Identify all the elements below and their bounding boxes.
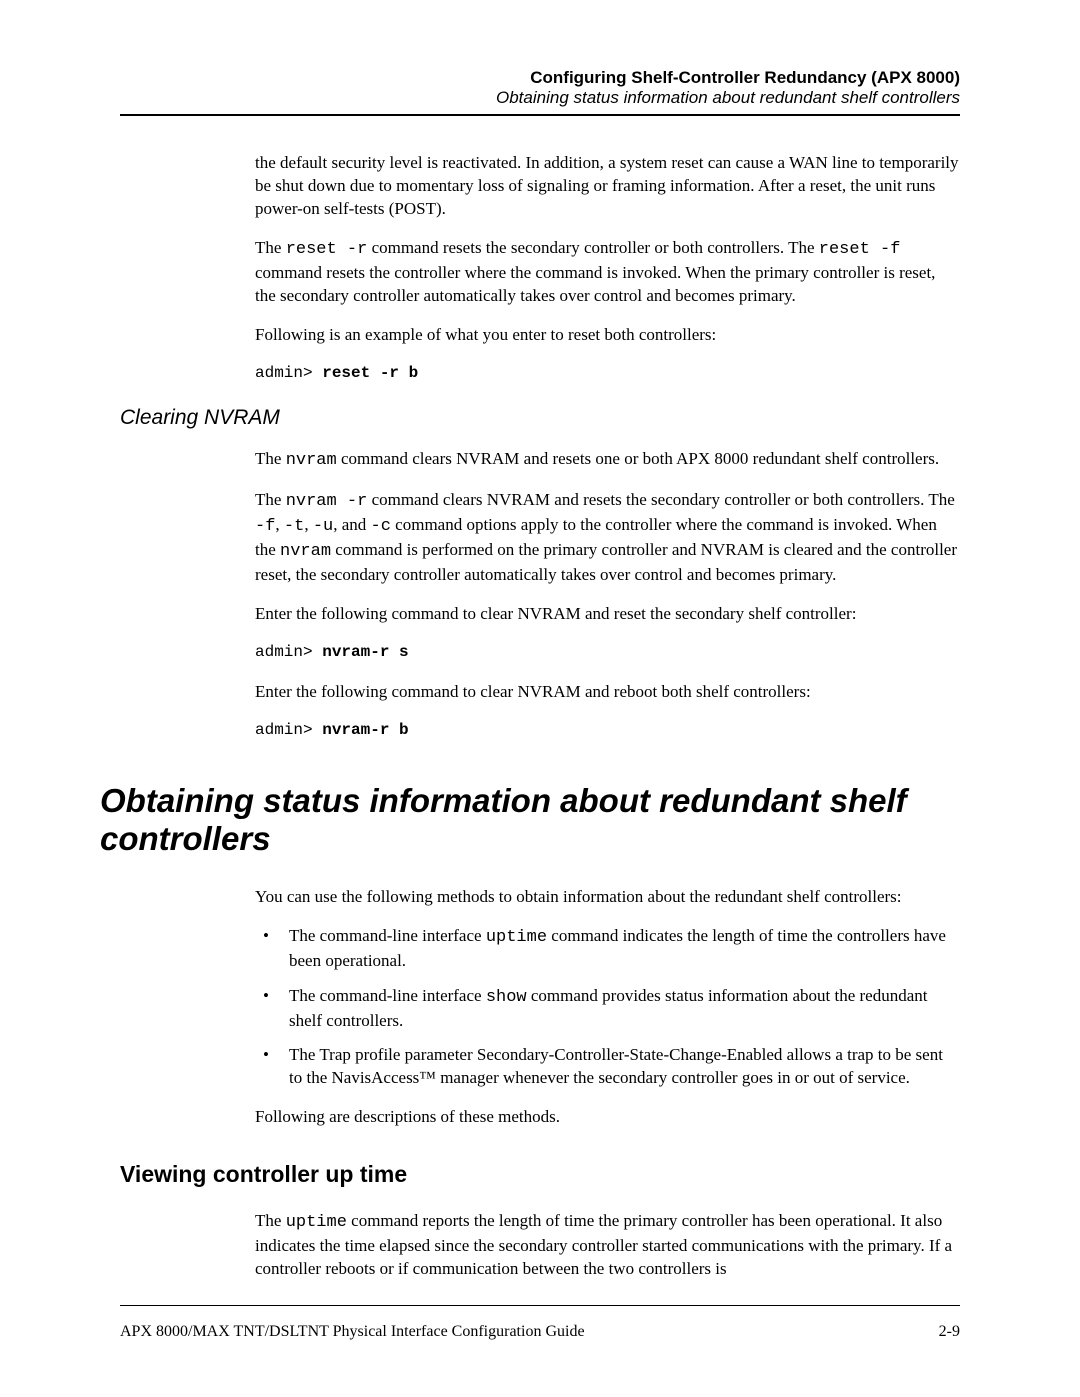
footer-rule xyxy=(120,1305,960,1306)
text: The xyxy=(255,449,286,468)
footer-page-number: 2-9 xyxy=(939,1323,960,1341)
text: , xyxy=(304,515,313,534)
intro-p2: The reset -r command resets the secondar… xyxy=(255,237,960,308)
body-column: The nvram command clears NVRAM and reset… xyxy=(255,448,960,742)
text: The command-line interface xyxy=(289,986,486,1005)
status-outro: Following are descriptions of these meth… xyxy=(255,1106,960,1129)
nvram-p4: Enter the following command to clear NVR… xyxy=(255,681,960,704)
command-line: admin> reset -r b xyxy=(255,363,960,385)
body-column: the default security level is reactivate… xyxy=(255,152,960,384)
bullet-list: The command-line interface uptime comman… xyxy=(255,925,960,1091)
prompt: admin> xyxy=(255,643,322,661)
inline-command: -c xyxy=(371,517,391,536)
text: command clears NVRAM and resets one or b… xyxy=(337,449,939,468)
text: The Trap profile parameter Secondary-Con… xyxy=(289,1045,943,1087)
header-rule xyxy=(120,114,960,116)
text: The command-line interface xyxy=(289,926,486,945)
inline-command: -t xyxy=(284,517,304,536)
list-item: The command-line interface show command … xyxy=(255,985,960,1033)
nvram-p3: Enter the following command to clear NVR… xyxy=(255,603,960,626)
subheading-clearing-nvram: Clearing NVRAM xyxy=(120,406,960,430)
inline-command: nvram xyxy=(280,542,331,561)
inline-command: uptime xyxy=(286,1213,347,1232)
command-line: admin> nvram-r s xyxy=(255,642,960,664)
text: command resets the secondary controller … xyxy=(367,238,818,257)
text: command reports the length of time the p… xyxy=(255,1211,952,1278)
list-item: The command-line interface uptime comman… xyxy=(255,925,960,973)
heading-status-info: Obtaining status information about redun… xyxy=(100,782,960,858)
body-column: You can use the following methods to obt… xyxy=(255,886,960,1130)
prompt: admin> xyxy=(255,364,322,382)
inline-command: -f xyxy=(255,517,275,536)
list-item: The Trap profile parameter Secondary-Con… xyxy=(255,1044,960,1090)
text: command is performed on the primary cont… xyxy=(255,540,957,584)
inline-command: uptime xyxy=(486,928,547,947)
text: , xyxy=(275,515,284,534)
nvram-p2: The nvram -r command clears NVRAM and re… xyxy=(255,489,960,587)
footer-guide-title: APX 8000/MAX TNT/DSLTNT Physical Interfa… xyxy=(120,1323,585,1341)
command-line: admin> nvram-r b xyxy=(255,720,960,742)
nvram-p1: The nvram command clears NVRAM and reset… xyxy=(255,448,960,473)
body-column: The uptime command reports the length of… xyxy=(255,1210,960,1281)
text: The xyxy=(255,238,286,257)
header-title: Configuring Shelf-Controller Redundancy … xyxy=(120,68,960,88)
text: The xyxy=(255,490,286,509)
inline-command: nvram -r xyxy=(286,492,368,511)
inline-command: reset -r xyxy=(286,240,368,259)
status-intro: You can use the following methods to obt… xyxy=(255,886,960,909)
command: reset -r b xyxy=(322,364,418,382)
intro-p3: Following is an example of what you ente… xyxy=(255,324,960,347)
page: Configuring Shelf-Controller Redundancy … xyxy=(0,0,1080,1397)
command: nvram-r b xyxy=(322,721,408,739)
text: command resets the controller where the … xyxy=(255,263,935,305)
page-header: Configuring Shelf-Controller Redundancy … xyxy=(120,68,960,108)
page-footer: APX 8000/MAX TNT/DSLTNT Physical Interfa… xyxy=(120,1323,960,1341)
header-subtitle: Obtaining status information about redun… xyxy=(120,88,960,108)
uptime-p1: The uptime command reports the length of… xyxy=(255,1210,960,1281)
heading-uptime: Viewing controller up time xyxy=(120,1161,960,1188)
inline-command: reset -f xyxy=(819,240,901,259)
command: nvram-r s xyxy=(322,643,408,661)
intro-p1: the default security level is reactivate… xyxy=(255,152,960,221)
prompt: admin> xyxy=(255,721,322,739)
inline-command: nvram xyxy=(286,451,337,470)
text: command clears NVRAM and resets the seco… xyxy=(367,490,954,509)
inline-command: -u xyxy=(313,517,333,536)
text: , and xyxy=(333,515,370,534)
inline-command: show xyxy=(486,988,527,1007)
text: The xyxy=(255,1211,286,1230)
